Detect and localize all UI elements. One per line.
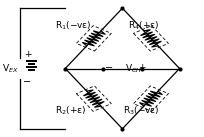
Text: R$_3$(−vε): R$_3$(−vε): [123, 105, 159, 117]
Text: −: −: [23, 77, 32, 87]
Text: V$_{EX}$: V$_{EX}$: [2, 62, 19, 75]
Text: −: −: [105, 63, 113, 73]
Text: V$_{CH}$: V$_{CH}$: [125, 62, 142, 75]
Text: R$_4$(+ε): R$_4$(+ε): [128, 20, 159, 32]
Text: +: +: [138, 63, 145, 72]
Text: R$_2$(+ε): R$_2$(+ε): [55, 105, 86, 117]
Text: R$_1$(−vε): R$_1$(−vε): [55, 20, 92, 32]
Text: +: +: [24, 50, 31, 59]
